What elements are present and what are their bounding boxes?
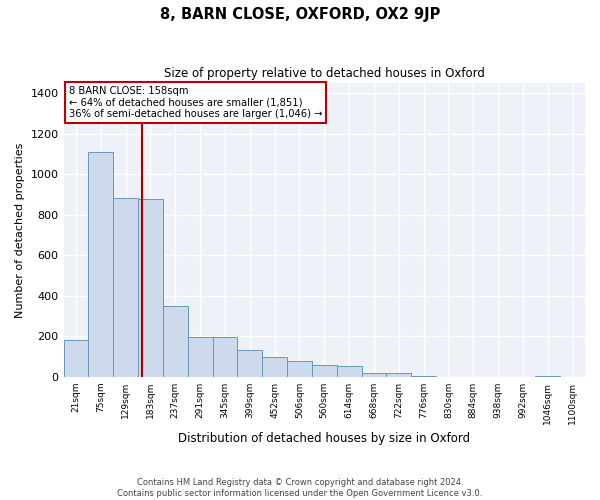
Bar — [113, 198, 138, 376]
Bar — [262, 358, 287, 376]
Bar — [238, 350, 262, 376]
X-axis label: Distribution of detached houses by size in Oxford: Distribution of detached houses by size … — [178, 432, 470, 445]
Bar — [362, 372, 386, 376]
Bar — [386, 372, 411, 376]
Text: 8, BARN CLOSE, OXFORD, OX2 9JP: 8, BARN CLOSE, OXFORD, OX2 9JP — [160, 8, 440, 22]
Title: Size of property relative to detached houses in Oxford: Size of property relative to detached ho… — [164, 68, 485, 80]
Bar — [138, 200, 163, 376]
Bar — [188, 337, 212, 376]
Bar — [88, 152, 113, 376]
Bar — [312, 364, 337, 376]
Y-axis label: Number of detached properties: Number of detached properties — [15, 142, 25, 318]
Text: 8 BARN CLOSE: 158sqm
← 64% of detached houses are smaller (1,851)
36% of semi-de: 8 BARN CLOSE: 158sqm ← 64% of detached h… — [69, 86, 322, 119]
Bar — [163, 306, 188, 376]
Bar — [337, 366, 362, 376]
Bar — [64, 340, 88, 376]
Text: Contains HM Land Registry data © Crown copyright and database right 2024.
Contai: Contains HM Land Registry data © Crown c… — [118, 478, 482, 498]
Bar — [212, 337, 238, 376]
Bar — [287, 362, 312, 376]
